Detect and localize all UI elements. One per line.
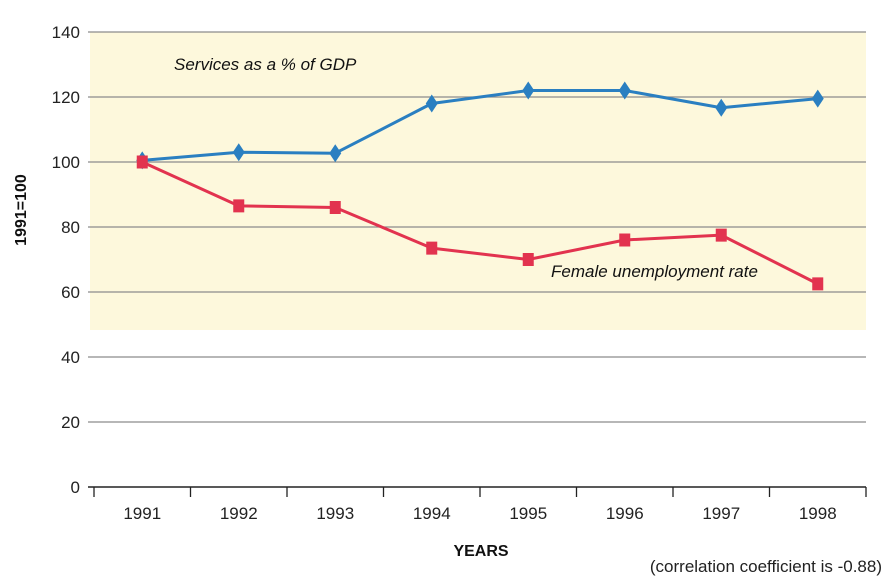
- y-tick-label: 140: [52, 23, 80, 42]
- data-point-female-unemployment: [812, 277, 824, 291]
- x-tick-label: 1993: [316, 504, 354, 523]
- axes: [88, 486, 867, 497]
- correlation-note: (correlation coefficient is -0.88): [650, 557, 882, 576]
- data-point-services: [425, 94, 438, 113]
- y-tick-label: 20: [61, 413, 80, 432]
- x-tick-label: 1995: [509, 504, 547, 523]
- series-group: [136, 81, 824, 291]
- x-tick-label: 1996: [606, 504, 644, 523]
- data-point-female-unemployment: [233, 199, 245, 213]
- y-tick-labels: 0 20 40 60 80 100 120 140: [52, 23, 80, 497]
- y-axis-label: 1991=100: [13, 174, 30, 246]
- data-point-female-unemployment: [426, 241, 438, 255]
- series-label-female-unemployment: Female unemployment rate: [551, 262, 758, 281]
- x-tick-label: 1994: [413, 504, 451, 523]
- data-point-services: [329, 144, 342, 163]
- data-point-female-unemployment: [522, 253, 534, 266]
- x-tick-labels: 1991 1992 1993 1994 1995 1996 1997 1998: [123, 504, 836, 523]
- x-tick-label: 1997: [702, 504, 740, 523]
- y-tick-label: 60: [61, 283, 80, 302]
- data-point-services: [522, 81, 535, 100]
- y-tick-label: 0: [71, 478, 80, 497]
- data-point-female-unemployment: [619, 233, 631, 247]
- data-point-female-unemployment: [329, 201, 341, 214]
- y-tick-label: 100: [52, 153, 80, 172]
- x-tick-label: 1992: [220, 504, 258, 523]
- y-tick-label: 120: [52, 88, 80, 107]
- x-axis-label: YEARS: [453, 543, 508, 560]
- x-tick-label: 1998: [799, 504, 837, 523]
- data-point-services: [232, 143, 245, 162]
- data-point-services: [811, 89, 824, 108]
- data-point-female-unemployment: [136, 155, 148, 169]
- plot-background: [90, 32, 866, 330]
- y-tick-label: 40: [61, 348, 80, 367]
- y-tick-label: 80: [61, 218, 80, 237]
- data-point-female-unemployment: [715, 228, 727, 242]
- data-point-services: [618, 81, 631, 100]
- series-label-services: Services as a % of GDP: [174, 55, 357, 74]
- x-tick-label: 1991: [123, 504, 161, 523]
- data-point-services: [715, 98, 728, 117]
- series-line-female-unemployment: [141, 160, 819, 286]
- series-line-services: [142, 89, 818, 162]
